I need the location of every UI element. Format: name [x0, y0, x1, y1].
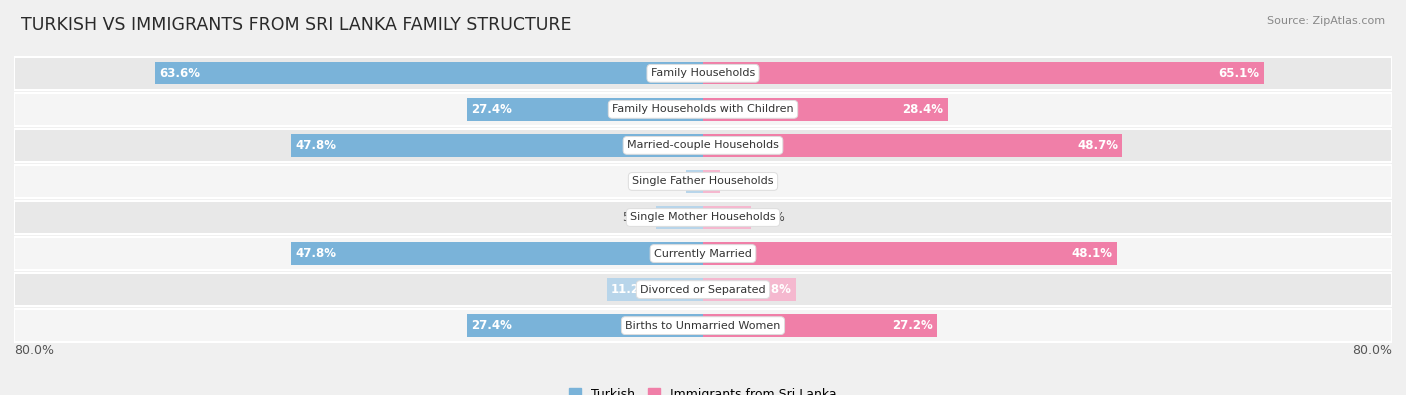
Bar: [703, 278, 796, 301]
Text: 80.0%: 80.0%: [1353, 344, 1392, 357]
Bar: [703, 62, 1264, 85]
Bar: [703, 98, 948, 120]
Text: 11.2%: 11.2%: [610, 283, 651, 296]
Bar: [467, 98, 703, 120]
Text: 80.0%: 80.0%: [14, 344, 53, 357]
Text: Family Households with Children: Family Households with Children: [612, 104, 794, 115]
Bar: [703, 170, 720, 193]
Text: 63.6%: 63.6%: [160, 67, 201, 80]
Text: 47.8%: 47.8%: [295, 139, 336, 152]
Text: Currently Married: Currently Married: [654, 248, 752, 259]
Bar: [655, 206, 703, 229]
Text: 10.8%: 10.8%: [751, 283, 792, 296]
Text: Single Father Households: Single Father Households: [633, 177, 773, 186]
Text: 2.0%: 2.0%: [724, 175, 754, 188]
Text: 27.4%: 27.4%: [471, 103, 512, 116]
Bar: [291, 134, 703, 156]
Text: 48.7%: 48.7%: [1077, 139, 1118, 152]
Text: 27.4%: 27.4%: [471, 319, 512, 332]
Legend: Turkish, Immigrants from Sri Lanka: Turkish, Immigrants from Sri Lanka: [569, 388, 837, 395]
Bar: [14, 309, 1392, 342]
Text: Source: ZipAtlas.com: Source: ZipAtlas.com: [1267, 16, 1385, 26]
Bar: [703, 314, 938, 337]
Bar: [14, 237, 1392, 270]
Text: 65.1%: 65.1%: [1219, 67, 1260, 80]
Text: 27.2%: 27.2%: [893, 319, 934, 332]
Bar: [14, 93, 1392, 126]
Text: 5.6%: 5.6%: [755, 211, 786, 224]
Text: Births to Unmarried Women: Births to Unmarried Women: [626, 321, 780, 331]
Bar: [14, 129, 1392, 162]
Text: TURKISH VS IMMIGRANTS FROM SRI LANKA FAMILY STRUCTURE: TURKISH VS IMMIGRANTS FROM SRI LANKA FAM…: [21, 16, 572, 34]
Bar: [703, 134, 1122, 156]
Text: Married-couple Households: Married-couple Households: [627, 140, 779, 150]
Text: Single Mother Households: Single Mother Households: [630, 213, 776, 222]
Text: 28.4%: 28.4%: [903, 103, 943, 116]
Bar: [14, 201, 1392, 234]
Text: Divorced or Separated: Divorced or Separated: [640, 284, 766, 295]
Bar: [14, 165, 1392, 198]
Bar: [467, 314, 703, 337]
Text: 2.0%: 2.0%: [652, 175, 682, 188]
Bar: [291, 243, 703, 265]
Bar: [703, 206, 751, 229]
Bar: [14, 57, 1392, 90]
Bar: [14, 273, 1392, 306]
Bar: [703, 243, 1118, 265]
Text: 5.5%: 5.5%: [621, 211, 651, 224]
Bar: [606, 278, 703, 301]
Text: Family Households: Family Households: [651, 68, 755, 78]
Bar: [155, 62, 703, 85]
Text: 48.1%: 48.1%: [1071, 247, 1114, 260]
Bar: [686, 170, 703, 193]
Text: 47.8%: 47.8%: [295, 247, 336, 260]
